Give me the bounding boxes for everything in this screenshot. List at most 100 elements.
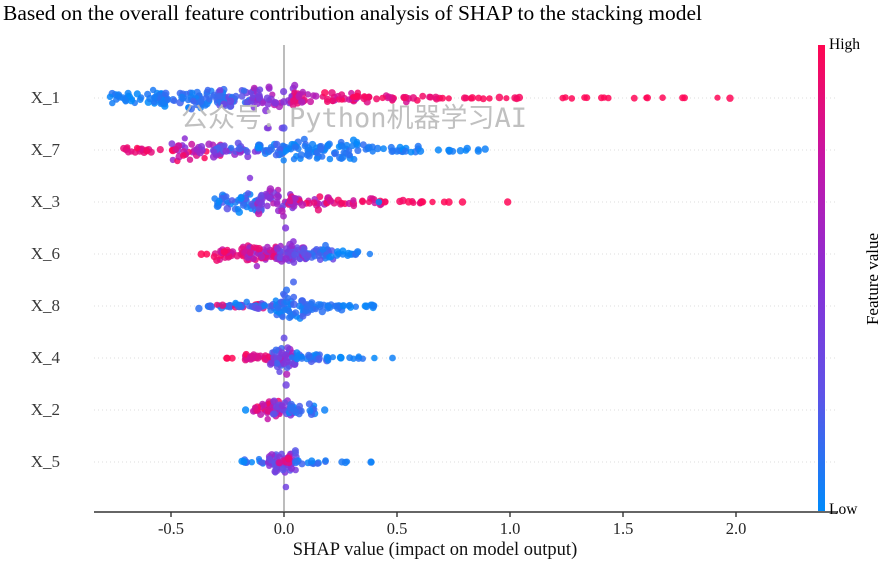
feature-points-X_3 [211,185,512,232]
data-point [321,89,329,97]
data-point [264,243,271,251]
x-tick-label: 1.5 [612,519,634,538]
data-point [187,105,195,113]
data-point [310,199,318,206]
data-point [291,447,299,455]
data-point [223,204,232,213]
data-point [407,148,415,156]
feature-label-X_3: X_3 [30,192,60,211]
data-point [244,148,251,155]
data-point [275,459,283,467]
data-point [284,294,292,302]
data-point [201,154,208,162]
data-point [468,94,476,102]
data-point [416,147,425,155]
data-point [298,98,306,106]
data-point [308,457,316,465]
data-point [643,94,652,102]
data-point [158,99,166,106]
x-axis [94,511,838,517]
data-point [234,205,242,213]
data-point [389,354,396,362]
data-point [387,143,395,152]
data-point [305,252,312,259]
data-point [503,95,510,102]
data-point [290,278,297,286]
data-point [338,199,346,207]
data-point [272,140,281,149]
data-point [458,198,467,206]
data-point [292,309,300,316]
data-point [714,94,721,101]
feature-points-X_1 [106,81,734,132]
data-point [339,143,346,150]
data-point [233,252,241,260]
data-point [373,95,381,103]
data-point [195,304,203,313]
data-point [156,146,164,154]
data-point [486,95,493,102]
data-point [278,207,286,215]
data-point [349,142,356,150]
data-point [203,250,211,258]
feature-label-X_4: X_4 [30,348,60,367]
data-point [144,90,152,98]
feature-label-X_7: X_7 [30,140,60,159]
data-point [237,194,245,202]
data-point [345,151,353,159]
data-point [306,407,314,415]
data-point [659,94,666,101]
data-point [298,353,305,360]
data-point [256,86,264,93]
data-point [324,302,332,311]
data-point [359,197,366,205]
data-point [172,146,180,153]
x-tick-label: 2.0 [725,519,747,538]
data-point [291,251,298,258]
data-point [216,92,224,100]
data-point [278,402,286,410]
data-point [241,406,250,414]
feature-label-X_8: X_8 [30,296,60,315]
data-point [181,135,188,142]
data-point [293,355,300,362]
data-point [292,459,300,467]
data-point [440,198,448,206]
feature-points-X_6 [197,238,374,286]
data-point [279,465,287,474]
x-tick-label: -0.5 [157,519,185,538]
data-point [265,83,273,91]
data-point [276,368,283,375]
data-point [143,146,150,154]
x-tick-label: 1.0 [499,519,521,538]
data-point [222,147,230,155]
feature-label-X_5: X_5 [30,452,60,471]
data-point [327,196,334,203]
data-point [581,94,588,101]
data-point [475,94,482,102]
data-point [253,262,261,270]
data-point [246,249,254,257]
data-point [463,144,471,153]
data-point [250,244,258,251]
data-point [270,354,277,361]
data-point [324,141,332,148]
data-point [439,94,446,102]
data-point [385,93,392,100]
data-point [196,98,205,106]
data-point [282,483,290,491]
data-point [344,252,352,259]
data-point [282,147,290,154]
data-point [445,95,452,102]
data-point [290,293,298,301]
data-point [255,305,262,313]
data-point [315,252,322,260]
data-point [318,307,326,316]
data-point [328,247,336,255]
data-point [293,349,301,357]
data-point [605,94,612,102]
data-point [161,89,170,98]
data-point [227,144,235,152]
data-point [273,193,282,201]
